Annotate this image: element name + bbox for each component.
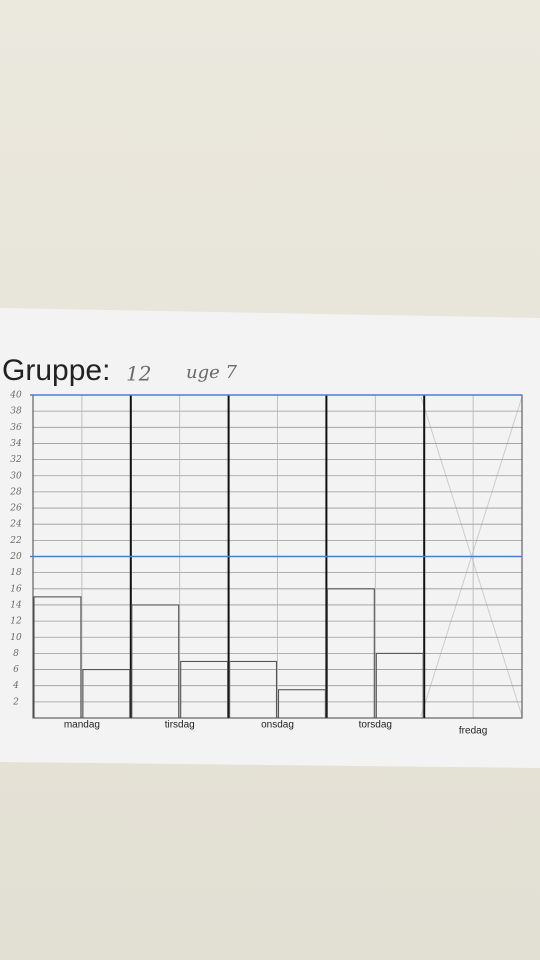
y-tick-label: 40: [9, 391, 22, 401]
bar: [180, 660, 229, 719]
y-tick-label: 36: [10, 423, 22, 433]
group-number: 12: [126, 362, 151, 386]
bar: [326, 588, 375, 719]
y-tick-label: 6: [13, 665, 19, 675]
y-tick-label: 24: [9, 520, 22, 530]
week-note: uge 7: [186, 362, 237, 383]
bar: [131, 604, 180, 719]
y-tick-label: 2: [12, 697, 19, 707]
bar: [82, 668, 131, 719]
y-tick-label: 16: [10, 584, 22, 594]
bar: [33, 596, 82, 719]
x-tick-label: mandag: [64, 720, 100, 731]
bar: [375, 652, 424, 719]
y-tick-label: 12: [10, 617, 22, 627]
y-tick-label: 34: [10, 439, 22, 449]
y-tick-label: 26: [9, 504, 22, 514]
y-tick-label: 32: [10, 455, 22, 465]
y-tick-label: 38: [10, 407, 22, 417]
y-tick-label: 20: [9, 552, 22, 562]
x-tick-label: fredag: [459, 726, 487, 737]
chart-title: Gruppe:: [2, 354, 110, 387]
y-tick-label: 30: [10, 471, 22, 481]
x-tick-label: torsdag: [359, 720, 392, 731]
y-tick-label: 22: [9, 536, 22, 546]
y-tick-label: 28: [9, 487, 22, 497]
y-tick-label: 8: [13, 649, 19, 659]
y-tick-label: 4: [12, 681, 19, 691]
bar: [277, 689, 326, 719]
y-tick-label: 10: [10, 633, 22, 643]
bar: [229, 660, 278, 719]
y-tick-label: 18: [10, 568, 22, 578]
x-tick-label: tirsdag: [165, 720, 195, 731]
y-tick-label: 14: [10, 600, 22, 610]
x-tick-label: onsdag: [261, 720, 294, 731]
